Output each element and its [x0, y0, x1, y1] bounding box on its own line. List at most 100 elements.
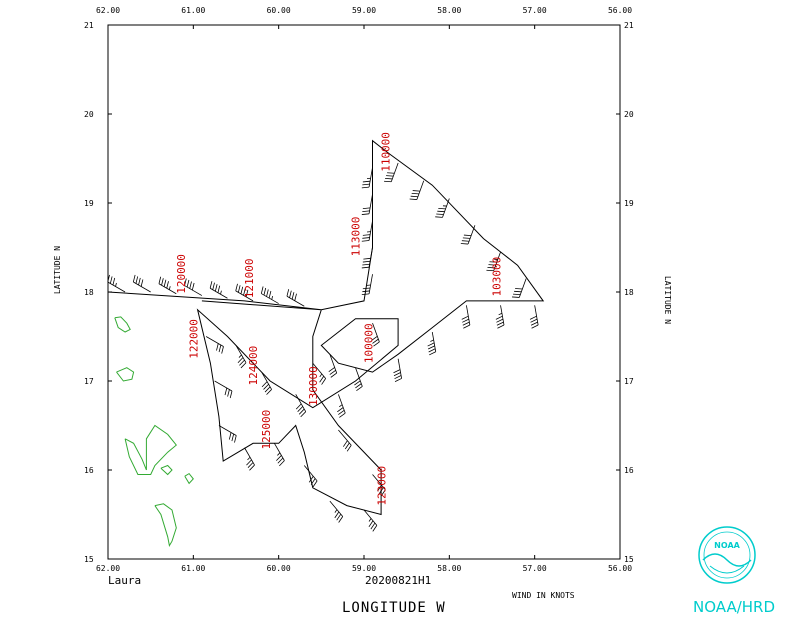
barb-staff	[467, 225, 476, 245]
barb-feather	[361, 293, 370, 296]
barb-staff	[442, 198, 450, 218]
barb-feather	[429, 351, 436, 356]
barb-staff	[493, 251, 501, 271]
wind-barb	[235, 283, 254, 302]
wind-barb	[435, 198, 450, 218]
time-label: 100000	[363, 323, 376, 363]
barb-feather	[462, 318, 470, 323]
wind-barb	[338, 429, 352, 452]
x-tick-label: 58.00	[437, 6, 461, 15]
barb-feather	[166, 281, 169, 289]
barb-feather	[462, 237, 471, 239]
barb-half-feather	[338, 404, 343, 408]
y-tick-label: 19	[624, 199, 634, 208]
barb-feather	[140, 279, 144, 287]
barb-feather	[427, 345, 435, 350]
barb-staff	[205, 336, 224, 347]
barb-staff	[235, 345, 247, 363]
wind-barb	[361, 247, 373, 269]
time-label: 120000	[175, 254, 188, 294]
barb-staff	[368, 167, 373, 188]
barb-feather	[336, 513, 342, 521]
barb-feather	[216, 343, 219, 351]
barb-feather	[529, 315, 537, 320]
barb-feather	[393, 372, 401, 377]
barb-feather	[298, 408, 305, 415]
barb-feather	[514, 290, 522, 293]
wind-barb	[461, 305, 471, 329]
barb-feather	[361, 186, 370, 189]
barb-feather	[530, 321, 538, 326]
barb-feather	[289, 290, 292, 298]
barb-feather	[237, 285, 241, 293]
barb-feather	[427, 342, 435, 347]
barb-feather	[386, 175, 394, 177]
y-ticks-right: 15 16 17 18 19 20 21	[616, 21, 634, 564]
barb-feather	[362, 263, 370, 266]
barb-feather	[186, 279, 190, 288]
barb-feather	[276, 455, 282, 461]
barb-feather	[158, 276, 162, 284]
barb-half-feather	[247, 456, 251, 461]
barb-feather	[370, 522, 376, 530]
barb-feather	[362, 260, 371, 263]
barb-staff	[355, 367, 363, 387]
barb-feather	[218, 344, 222, 353]
x-tick-label: 59.00	[352, 6, 376, 15]
x-tick-label: 60.00	[267, 6, 291, 15]
barb-staff	[363, 509, 378, 526]
barb-half-feather	[271, 295, 274, 300]
barb-feather	[362, 287, 371, 290]
barb-feather	[438, 207, 446, 210]
wind-barb	[205, 336, 224, 354]
time-labels: 120000 121000 122000 124000 125000 130000 1130…	[175, 132, 504, 506]
barb-feather	[294, 293, 297, 301]
barb-feather	[362, 234, 371, 236]
time-label: 110000	[380, 132, 393, 172]
barb-feather	[312, 480, 318, 488]
barb-staff	[274, 443, 285, 461]
barb-feather	[163, 279, 167, 287]
x-tick-label: 61.00	[181, 564, 205, 573]
barb-feather	[437, 210, 445, 213]
barb-feather	[268, 290, 272, 299]
wind-barb	[286, 289, 305, 307]
wind-barb	[495, 305, 505, 329]
y-tick-label: 16	[624, 466, 634, 475]
barb-feather	[260, 286, 264, 294]
barb-feather	[362, 290, 370, 293]
barb-staff	[214, 380, 233, 392]
time-label: 122000	[188, 319, 201, 359]
barb-feather	[291, 292, 295, 300]
barb-staff	[133, 281, 151, 293]
y-tick-label: 19	[84, 199, 94, 208]
barb-feather	[297, 406, 304, 412]
time-label: 130000	[307, 366, 320, 406]
barb-feather	[513, 293, 521, 296]
time-label: 113000	[350, 217, 363, 257]
island-outline	[154, 503, 177, 547]
island-outline	[116, 367, 135, 382]
x-axis-label: LONGITUDE W	[342, 600, 446, 616]
barb-staff	[338, 394, 346, 414]
barb-feather	[264, 386, 271, 393]
barb-half-feather	[168, 286, 171, 290]
barb-feather	[338, 410, 345, 415]
barb-feather	[428, 348, 436, 353]
wind-barb	[260, 286, 279, 304]
barb-staff	[184, 285, 203, 296]
wind-barb	[427, 331, 437, 356]
wind-barb	[337, 394, 346, 418]
barb-feather	[354, 380, 361, 386]
barb-staff	[295, 394, 307, 412]
barb-feather	[489, 261, 497, 263]
barb-half-feather	[220, 290, 222, 295]
barb-feather	[487, 267, 495, 269]
barb-feather	[237, 357, 244, 364]
barb-feather	[277, 457, 284, 464]
barb-feather	[319, 375, 325, 383]
barb-feather	[184, 278, 187, 286]
barb-staff	[397, 358, 403, 379]
barb-feather	[240, 362, 247, 369]
barb-feather	[379, 487, 384, 494]
